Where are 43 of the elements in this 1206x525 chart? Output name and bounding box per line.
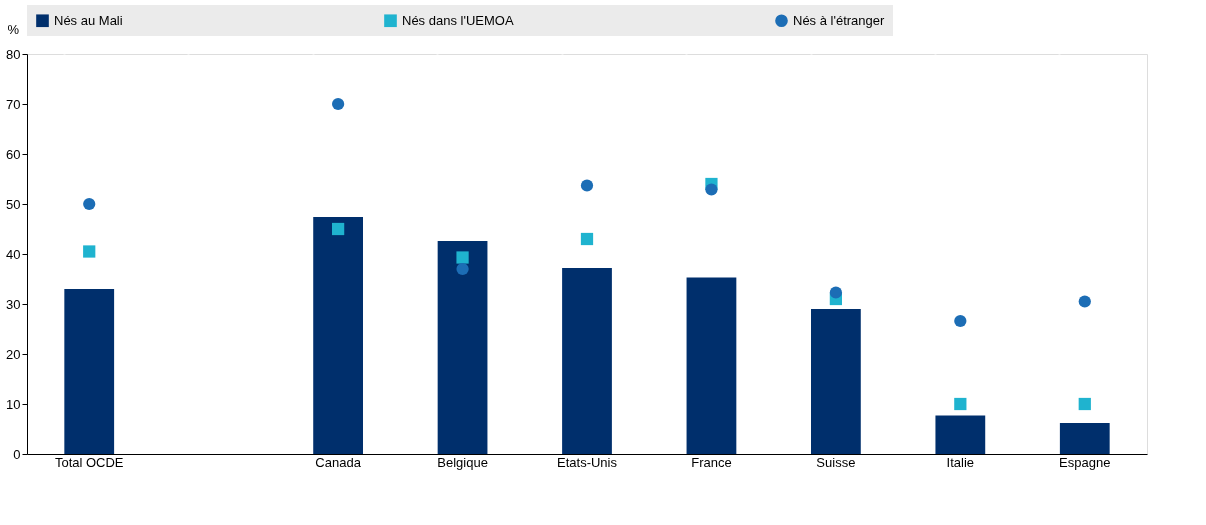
point bbox=[705, 183, 718, 196]
y-tick-label: 80 bbox=[6, 46, 21, 62]
bar bbox=[64, 289, 115, 454]
point bbox=[83, 197, 96, 211]
point bbox=[331, 222, 345, 236]
x-tick-label: France bbox=[691, 454, 732, 470]
legend-label: Nés au Mali bbox=[54, 12, 123, 28]
y-tick-label: 30 bbox=[6, 296, 21, 312]
point bbox=[580, 179, 594, 192]
x-tick-label: Etats-Unis bbox=[557, 454, 618, 470]
y-axis-title: % bbox=[7, 21, 20, 37]
point bbox=[954, 397, 967, 411]
point bbox=[1078, 397, 1091, 411]
point bbox=[580, 232, 594, 246]
point bbox=[1078, 295, 1091, 308]
bar bbox=[935, 415, 986, 454]
y-tick-label: 10 bbox=[6, 396, 21, 412]
x-tick-label: Canada bbox=[315, 454, 362, 470]
x-tick-label: Belgique bbox=[437, 454, 488, 470]
y-tick-label: 50 bbox=[6, 196, 21, 212]
bar bbox=[811, 309, 861, 454]
bar bbox=[437, 241, 488, 454]
bar bbox=[686, 277, 737, 454]
point bbox=[331, 97, 345, 111]
legend-label: Nés à l'étranger bbox=[793, 12, 886, 28]
bar bbox=[313, 217, 363, 454]
x-tick-label: Total OCDE bbox=[54, 454, 124, 470]
x-tick-label: Suisse bbox=[816, 454, 856, 470]
y-tick-label: 60 bbox=[6, 146, 21, 162]
point bbox=[456, 251, 469, 264]
x-tick-label: Espagne bbox=[1059, 454, 1111, 470]
point bbox=[83, 245, 96, 258]
bar bbox=[1059, 423, 1110, 454]
bar bbox=[562, 268, 612, 454]
legend-label: Nés dans l'UEMOA bbox=[402, 12, 514, 28]
y-tick-label: 20 bbox=[6, 346, 21, 362]
point bbox=[456, 262, 469, 276]
y-tick-label: 70 bbox=[6, 96, 21, 112]
y-tick-label: 40 bbox=[6, 246, 21, 262]
point bbox=[829, 286, 843, 299]
point bbox=[954, 314, 967, 328]
y-tick-label: 0 bbox=[13, 446, 21, 462]
x-tick-label: Italie bbox=[946, 454, 975, 470]
